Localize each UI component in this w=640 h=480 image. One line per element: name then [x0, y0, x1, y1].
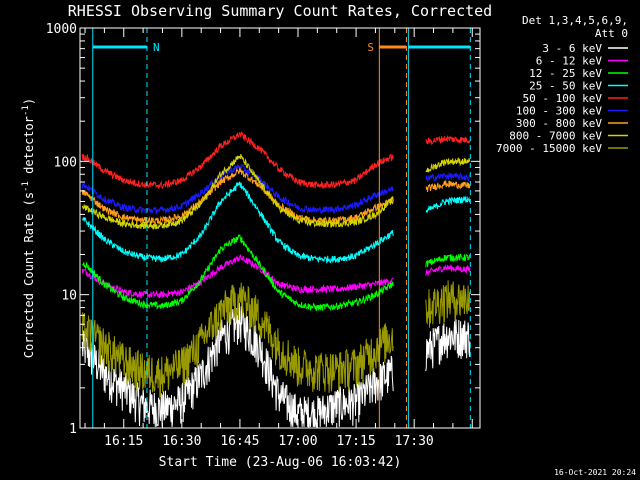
series-line-7-seg-2: [425, 180, 471, 193]
series-line-5-seg-1: [81, 131, 394, 190]
y-axis: 1 10 100 1000: [46, 22, 480, 437]
y-tick-label: 100: [54, 155, 77, 170]
x-tick-label: 16:45: [220, 434, 259, 449]
series-line-4-seg-1: [81, 181, 394, 264]
legend-label: 12 - 25 keV: [529, 67, 602, 80]
legend-header-1: Det 1,3,4,5,6,9,: [522, 14, 628, 27]
y-tick-label: 1: [69, 422, 77, 437]
footer-date: 16-Oct-2021 20:24: [554, 468, 636, 477]
series-line-3-seg-2: [425, 253, 471, 268]
series-line-2-seg-1: [81, 254, 394, 299]
series-line-1-seg-1: [81, 302, 394, 428]
series-line-7-seg-1: [81, 167, 394, 226]
legend-label: 25 - 50 keV: [529, 80, 602, 93]
series-line-5-seg-2: [425, 134, 471, 146]
legend-label: 100 - 300 keV: [516, 105, 602, 118]
legend-header-2: Att 0: [595, 27, 628, 40]
series-line-6-seg-2: [425, 171, 471, 182]
x-tick-label: 17:00: [278, 434, 317, 449]
x-tick-label: 17:15: [337, 434, 376, 449]
chart-title: RHESSI Observing Summary Count Rates, Co…: [68, 2, 492, 20]
series-line-9-seg-1: [81, 282, 394, 398]
y-axis-label: Corrected Count Rate (s-1 detector-1): [21, 98, 36, 358]
series-line-2-seg-2: [425, 264, 471, 276]
series-line-4-seg-2: [425, 196, 471, 214]
y-tick-label: 10: [61, 289, 77, 304]
legend-label: 800 - 7000 keV: [509, 130, 602, 143]
series-line-8-seg-1: [81, 153, 394, 231]
legend-label: 3 - 6 keV: [542, 42, 602, 55]
legend-label: 300 - 800 keV: [516, 117, 602, 130]
legend-label: 6 - 12 keV: [536, 55, 603, 68]
series-layer: [81, 131, 471, 428]
series-line-9-seg-2: [425, 280, 471, 328]
x-tick-label: 16:15: [104, 434, 143, 449]
series-line-1-seg-2: [425, 319, 471, 372]
legend-label: 7000 - 15000 keV: [496, 142, 602, 155]
y-tick-label: 1000: [46, 22, 77, 37]
x-axis: 16:15 16:30 16:45 17:00 17:15 17:30: [84, 28, 473, 449]
annotation-label: S: [367, 41, 374, 54]
series-line-3-seg-1: [81, 233, 394, 312]
annotation-label: N: [153, 41, 160, 54]
series-line-6-seg-1: [81, 163, 394, 215]
x-tick-label: 16:30: [162, 434, 201, 449]
series-line-8-seg-2: [425, 157, 471, 173]
x-axis-label: Start Time (23-Aug-06 16:03:42): [159, 455, 402, 470]
plot-frame: [79, 27, 481, 429]
x-tick-label: 17:30: [395, 434, 434, 449]
legend-label: 50 - 100 keV: [523, 92, 603, 105]
